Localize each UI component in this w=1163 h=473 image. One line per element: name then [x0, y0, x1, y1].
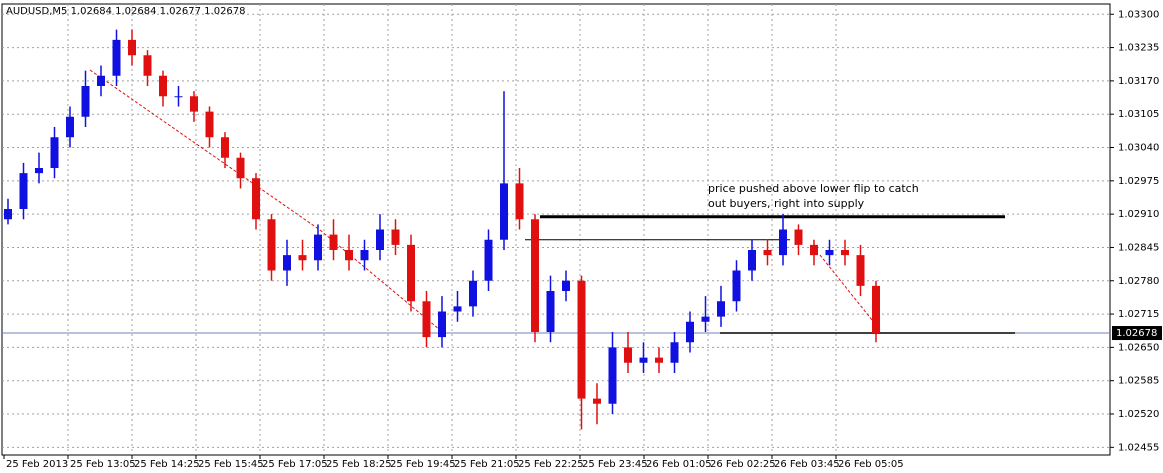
candle-body — [810, 244, 818, 256]
candle-body — [81, 86, 90, 117]
candle-body — [639, 357, 648, 363]
y-tick-label: 1.02975 — [1118, 176, 1159, 187]
candle-body — [190, 96, 198, 112]
candle-body — [779, 229, 787, 256]
x-tick-label: 25 Feb 23:45 — [582, 459, 648, 470]
candle-body — [298, 255, 307, 261]
candle-body — [221, 137, 229, 158]
candle-body — [608, 347, 617, 404]
candle-body — [66, 116, 74, 138]
x-tick-label: 25 Feb 15:45 — [198, 459, 264, 470]
candle-body — [236, 157, 245, 179]
candle-body — [4, 209, 12, 220]
chart-title: AUDUSD,M5 1.02684 1.02684 1.02677 1.0267… — [6, 6, 246, 17]
candle-body — [19, 173, 28, 209]
y-tick-label: 1.02455 — [1118, 442, 1159, 453]
candle-body — [376, 229, 384, 250]
candle-body — [484, 239, 493, 281]
candle-body — [500, 183, 508, 240]
candle-body — [252, 178, 260, 220]
candle-body — [732, 270, 741, 302]
candle-body — [205, 111, 214, 138]
x-tick-label: 25 Feb 22:25 — [518, 459, 584, 470]
y-tick-label: 1.03300 — [1118, 9, 1159, 20]
candle-body — [593, 398, 601, 404]
candle-body — [143, 55, 152, 76]
candle-body — [438, 311, 446, 338]
candle-body — [670, 342, 679, 363]
y-tick-label: 1.02780 — [1118, 276, 1159, 287]
annotation: out buyers, right into supply — [708, 197, 865, 210]
y-tick-label: 1.03170 — [1118, 76, 1159, 87]
x-tick-label: 26 Feb 01:05 — [646, 459, 712, 470]
candle-body — [283, 255, 291, 271]
candle-body — [546, 291, 555, 332]
y-tick-label: 1.02845 — [1118, 242, 1159, 253]
y-tick-label: 1.02910 — [1118, 209, 1159, 220]
candle-body — [407, 244, 415, 302]
x-tick-label: 25 Feb 21:05 — [454, 459, 520, 470]
y-tick-label: 1.03105 — [1118, 109, 1159, 120]
candle-body — [872, 285, 880, 334]
candle-body — [748, 250, 756, 271]
y-tick-label: 1.02650 — [1118, 342, 1159, 353]
candle-body — [701, 316, 710, 322]
candle-body — [531, 219, 539, 332]
candle-body — [345, 250, 353, 261]
candle-body — [453, 306, 462, 312]
x-tick-label: 25 Feb 18:25 — [326, 459, 392, 470]
price-tag: 1.02678 — [1116, 328, 1157, 339]
y-tick-label: 1.03235 — [1118, 43, 1159, 54]
y-tick-label: 1.02585 — [1118, 376, 1159, 387]
candle-body — [577, 280, 586, 399]
candle-body — [360, 250, 369, 261]
candle-body — [856, 255, 865, 286]
candle-body — [794, 229, 803, 245]
candle-body — [717, 301, 725, 317]
y-tick-label: 1.02715 — [1118, 309, 1159, 320]
candle-body — [314, 234, 322, 261]
candle-body — [267, 219, 276, 271]
candle-body — [562, 280, 570, 291]
candle-body — [50, 137, 59, 168]
trend-line — [819, 254, 881, 331]
candle-body — [624, 347, 632, 363]
candle-body — [159, 75, 167, 97]
trend-line — [89, 69, 321, 231]
trend-line — [319, 229, 441, 331]
candle-body — [35, 168, 43, 174]
plot-frame — [1, 3, 1111, 456]
candle-body — [391, 229, 400, 245]
y-tick-label: 1.02520 — [1118, 409, 1159, 420]
y-tick-label: 1.03040 — [1118, 143, 1159, 154]
x-tick-label: 26 Feb 02:25 — [710, 459, 776, 470]
candle-body — [515, 183, 524, 220]
candle-body — [329, 234, 338, 250]
candle-body — [841, 250, 849, 256]
candle-body — [422, 301, 431, 338]
x-tick-label: 25 Feb 17:05 — [262, 459, 328, 470]
candle-body — [825, 250, 834, 256]
x-tick-label: 25 Feb 14:25 — [134, 459, 200, 470]
x-tick-label: 25 Feb 2013 — [6, 459, 68, 470]
x-tick-label: 26 Feb 05:05 — [838, 459, 904, 470]
candle-body — [469, 280, 477, 307]
x-tick-label: 25 Feb 13:05 — [70, 459, 136, 470]
candle-body — [174, 96, 183, 98]
candle-body — [128, 39, 136, 56]
candle-body — [97, 75, 105, 86]
candle-body — [112, 39, 121, 76]
x-tick-label: 25 Feb 19:45 — [390, 459, 456, 470]
x-tick-label: 26 Feb 03:45 — [774, 459, 840, 470]
candle-body — [686, 321, 694, 343]
price-tag-box — [1112, 326, 1162, 341]
candle-body — [763, 250, 772, 256]
annotation: price pushed above lower flip to catch — [708, 182, 919, 195]
candle-body — [655, 357, 663, 363]
